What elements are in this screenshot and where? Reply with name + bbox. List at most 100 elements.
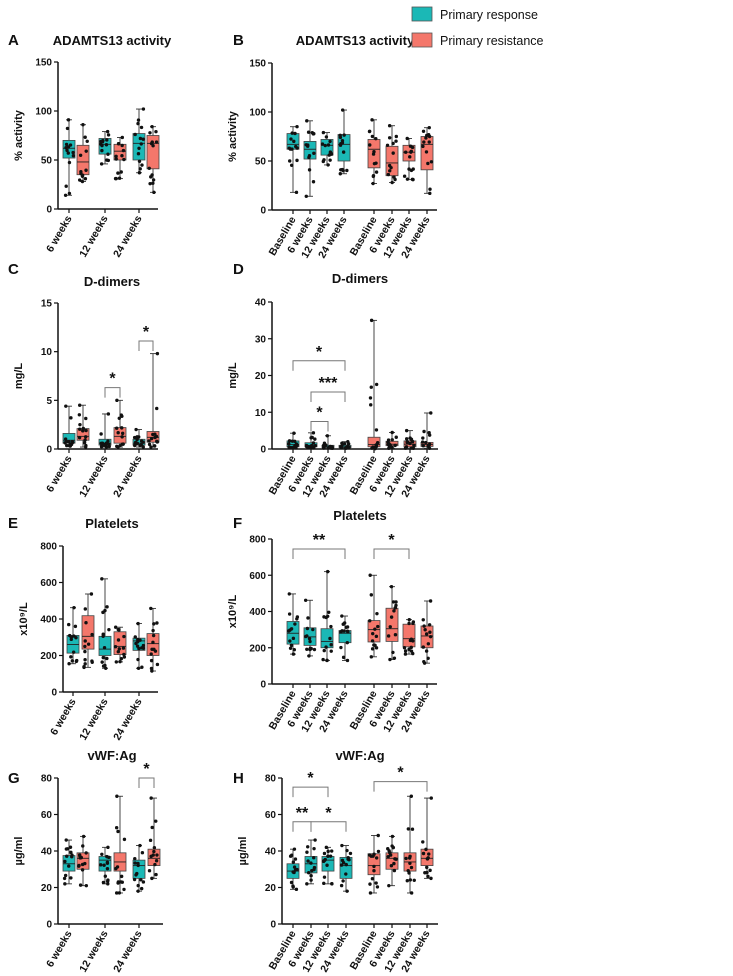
data-point [106,152,110,156]
data-point [113,645,118,649]
box-response [98,412,112,449]
data-point [421,840,425,844]
data-point [90,632,94,637]
data-point [372,643,376,647]
significance-label: * [143,761,150,778]
data-point [409,794,414,798]
y-tick-label: 600 [249,571,266,582]
data-point [404,437,409,441]
significance-bracket [373,781,428,792]
data-point [67,160,72,165]
data-point [83,658,87,662]
data-point [149,606,153,611]
data-point [117,647,121,651]
data-point [141,445,145,449]
data-point [424,649,429,653]
data-point [311,180,316,184]
data-point [305,634,309,638]
iqr-box [367,620,381,643]
y-tick-label: 200 [40,651,57,662]
iqr-box [286,621,300,645]
data-point [65,126,70,131]
data-point [345,889,349,893]
iqr-box [98,635,112,656]
box-resistance [113,794,127,895]
significance-bracket [138,777,155,788]
y-tick-label: 40 [265,847,277,858]
data-point [371,631,375,636]
data-point [151,181,155,185]
data-point [292,431,296,435]
data-point [402,645,407,650]
data-point [291,446,295,450]
box-resistance [76,403,90,449]
data-point [292,847,297,851]
data-point [120,153,124,158]
data-point [102,646,107,650]
data-point [409,865,414,870]
data-point [135,437,139,442]
data-point [376,849,381,854]
data-point [134,641,138,646]
data-point [65,854,69,858]
data-point [291,636,296,641]
significance-bracket [292,821,312,832]
data-point [340,167,345,172]
data-point [309,878,313,882]
x-tick-label: 6 weeks [48,696,79,737]
data-point [311,132,315,136]
panel-letter: F [233,515,242,532]
data-point [121,148,126,153]
data-point [325,614,330,618]
data-point [408,854,412,859]
box-response [321,845,335,886]
data-point [394,139,398,143]
data-point [344,625,348,629]
data-point [429,411,433,415]
data-point [104,143,109,147]
data-point [408,861,412,865]
data-point [422,140,426,144]
data-point [388,625,392,629]
data-point [410,439,415,444]
data-point [289,137,293,141]
data-point [119,656,124,661]
data-point [78,403,82,407]
data-point [133,132,137,137]
data-point [64,184,68,188]
y-tick-label: 0 [260,680,266,691]
significance-label: * [388,532,395,549]
data-point [136,666,141,670]
data-point [116,627,120,632]
box-resistance [385,430,399,450]
panel-title: vWF:Ag [87,748,136,763]
data-point [84,428,88,433]
data-point [388,657,392,662]
data-point [324,645,328,649]
panel-letter: E [8,515,18,532]
data-point [408,436,412,440]
panel-letter: B [233,32,244,49]
data-point [394,600,398,604]
data-point [114,866,118,871]
data-point [425,865,429,870]
data-point [118,659,122,664]
panel-title: D-dimers [84,274,140,289]
data-point [66,118,71,122]
data-point [83,135,87,139]
data-point [133,861,137,865]
data-point [428,191,432,196]
data-point [372,852,376,856]
box-response [286,125,300,195]
data-point [421,144,425,149]
x-tick-label: 24 weeks [111,928,145,974]
data-point [367,853,372,857]
data-point [424,136,428,140]
data-point [85,139,89,143]
data-point [422,624,426,628]
data-point [374,634,379,639]
data-point [75,658,79,663]
data-point [134,427,138,432]
data-point [405,440,409,445]
